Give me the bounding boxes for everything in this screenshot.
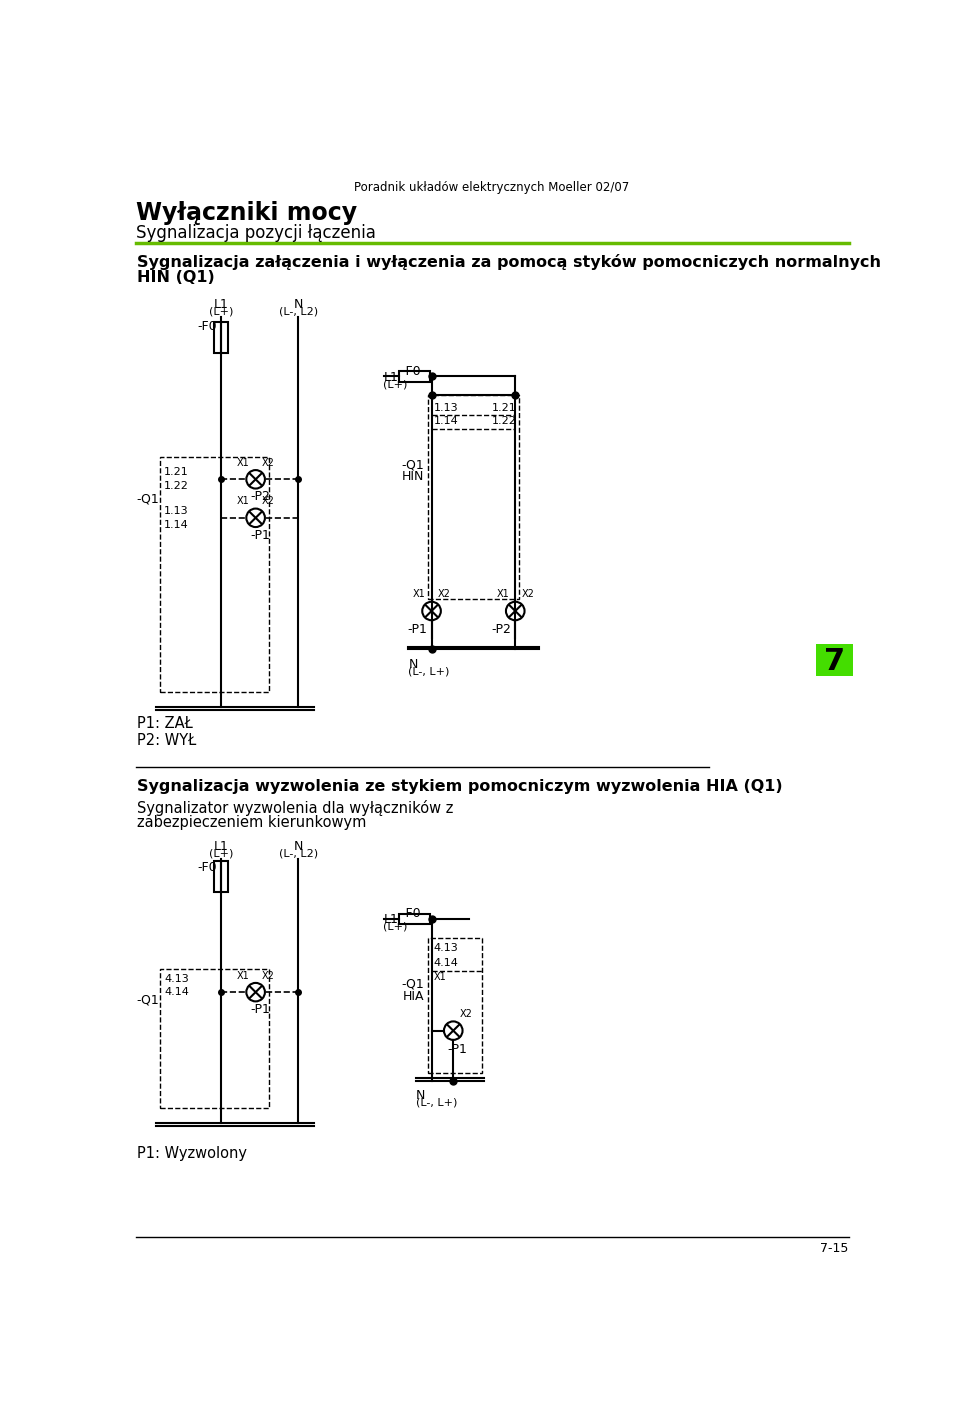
Text: (L-, L+): (L-, L+): [416, 1098, 457, 1108]
Text: X2: X2: [261, 496, 275, 506]
Text: (L+): (L+): [208, 306, 233, 315]
Text: -Q1: -Q1: [136, 994, 158, 1007]
Text: (L-, L2): (L-, L2): [278, 306, 318, 315]
Bar: [427, 938, 482, 1073]
Text: X1: X1: [237, 496, 250, 506]
Text: X2: X2: [459, 1009, 472, 1019]
Bar: [160, 457, 269, 691]
Bar: [214, 322, 228, 353]
Text: HIN (Q1): HIN (Q1): [137, 269, 215, 285]
Text: 1.21: 1.21: [164, 467, 189, 478]
Text: 7: 7: [824, 646, 845, 676]
Text: -P2: -P2: [492, 624, 512, 637]
Text: (L+): (L+): [383, 379, 408, 390]
Text: Sygnalizacja pozycji łączenia: Sygnalizacja pozycji łączenia: [135, 224, 375, 241]
Text: X1: X1: [413, 589, 425, 600]
Text: Sygnalizacja wyzwolenia ze stykiem pomocniczym wyzwolenia HIA (Q1): Sygnalizacja wyzwolenia ze stykiem pomoc…: [137, 780, 782, 794]
Text: -Q1: -Q1: [136, 494, 158, 506]
Text: 1.21: 1.21: [492, 404, 516, 414]
Bar: [399, 914, 430, 924]
Text: 4.14: 4.14: [164, 987, 189, 997]
Text: HIA: HIA: [402, 990, 423, 1004]
Text: X2: X2: [521, 589, 534, 600]
Text: X1: X1: [496, 589, 509, 600]
Text: Wyłączniki mocy: Wyłączniki mocy: [135, 200, 356, 224]
Bar: [399, 370, 430, 381]
Text: (L+): (L+): [208, 850, 233, 859]
Text: -F0: -F0: [401, 366, 420, 379]
Text: X2: X2: [261, 970, 275, 980]
Text: Poradnik układów elektrycznych Moeller 02/07: Poradnik układów elektrycznych Moeller 0…: [354, 181, 630, 193]
Text: (L+): (L+): [383, 921, 408, 931]
Text: N: N: [408, 658, 418, 672]
Text: Sygnalizator wyzwolenia dla wyłączników z: Sygnalizator wyzwolenia dla wyłączników …: [137, 799, 453, 816]
Text: zabezpieczeniem kierunkowym: zabezpieczeniem kierunkowym: [137, 815, 367, 830]
Text: 7-15: 7-15: [820, 1242, 849, 1255]
Bar: [816, 644, 853, 676]
Text: P2: WYŁ: P2: WYŁ: [137, 733, 196, 747]
Text: -P1: -P1: [251, 1002, 270, 1016]
Text: 4.13: 4.13: [434, 944, 459, 953]
Text: N: N: [416, 1089, 425, 1102]
Text: -Q1: -Q1: [401, 979, 423, 991]
Text: P1: ZAŁ: P1: ZAŁ: [137, 716, 193, 732]
Text: X1: X1: [237, 970, 250, 980]
Text: X2: X2: [261, 458, 275, 468]
Text: 4.13: 4.13: [164, 974, 189, 984]
Text: L1: L1: [213, 297, 228, 311]
Text: (L-, L2): (L-, L2): [278, 850, 318, 859]
Text: 1.22: 1.22: [164, 481, 189, 491]
Text: -P1: -P1: [251, 529, 270, 541]
Text: -Q1: -Q1: [401, 458, 423, 471]
Text: 1.22: 1.22: [492, 416, 516, 426]
Text: HIN: HIN: [401, 470, 423, 482]
Text: -P1: -P1: [408, 624, 427, 637]
Bar: [427, 395, 519, 600]
Text: 4.14: 4.14: [434, 958, 459, 967]
Text: P1: Wyzwolony: P1: Wyzwolony: [137, 1147, 247, 1161]
Bar: [214, 861, 228, 892]
Text: X1: X1: [434, 972, 446, 981]
Text: (L-, L+): (L-, L+): [408, 666, 449, 676]
Text: X1: X1: [237, 458, 250, 468]
Text: Sygnalizacja załączenia i wyłączenia za pomocą styków pomocniczych normalnych: Sygnalizacja załączenia i wyłączenia za …: [137, 255, 881, 271]
Text: N: N: [294, 840, 303, 854]
Bar: [160, 969, 269, 1108]
Text: 1.14: 1.14: [434, 416, 459, 426]
Text: -F0: -F0: [401, 907, 420, 921]
Text: X2: X2: [438, 589, 450, 600]
Text: -P2: -P2: [251, 491, 270, 503]
Text: N: N: [294, 297, 303, 311]
Text: -F0: -F0: [197, 861, 217, 875]
Text: 1.13: 1.13: [164, 506, 189, 516]
Text: L1: L1: [383, 913, 398, 925]
Text: -P1: -P1: [447, 1043, 468, 1056]
Text: -F0: -F0: [197, 320, 217, 332]
Text: 1.13: 1.13: [434, 404, 459, 414]
Text: L1: L1: [213, 840, 228, 854]
Text: 1.14: 1.14: [164, 520, 189, 530]
Text: L1: L1: [383, 370, 398, 384]
